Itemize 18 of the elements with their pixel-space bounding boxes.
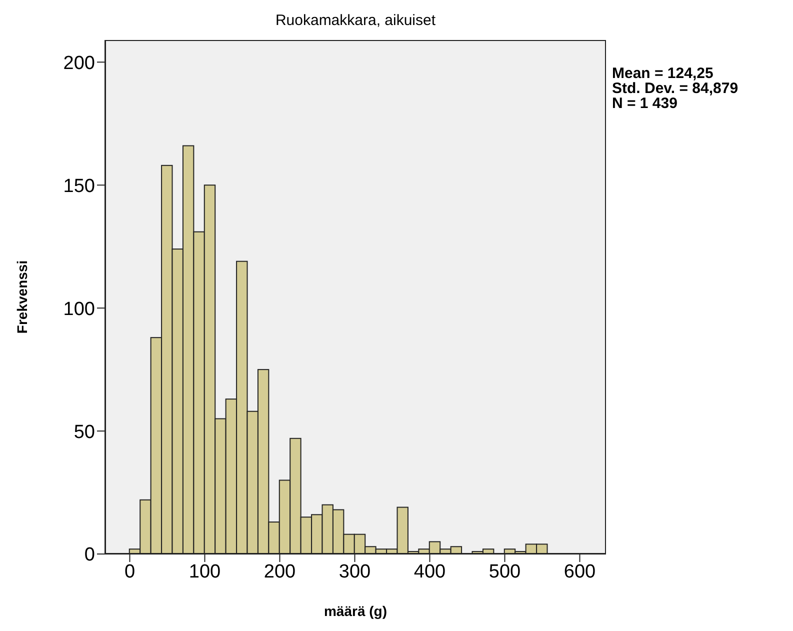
x-tick-label: 0 xyxy=(124,561,136,582)
x-tick-label: 400 xyxy=(414,561,446,582)
y-tick-label: 200 xyxy=(63,52,95,74)
x-tick-label: 100 xyxy=(188,561,221,582)
x-axis-title: määrä (g) xyxy=(324,603,388,619)
y-tick-label: 0 xyxy=(84,544,95,566)
x-tick-label: 500 xyxy=(488,561,521,582)
y-tick-label: 100 xyxy=(63,298,95,320)
chart-title: Ruokamakkara, aikuiset xyxy=(274,12,437,29)
text: Mean = 124,25 xyxy=(612,65,714,82)
x-tick-label: 200 xyxy=(264,561,296,582)
x-tick-label: 300 xyxy=(338,561,371,582)
text: N = 1 439 xyxy=(612,95,678,112)
x-tick-label: 600 xyxy=(564,561,596,582)
y-axis-title: Frekvenssi xyxy=(14,260,30,334)
text: Std. Dev. = 84,879 xyxy=(612,80,738,97)
y-tick-label: 150 xyxy=(63,176,95,197)
y-tick-label: 50 xyxy=(74,422,95,443)
